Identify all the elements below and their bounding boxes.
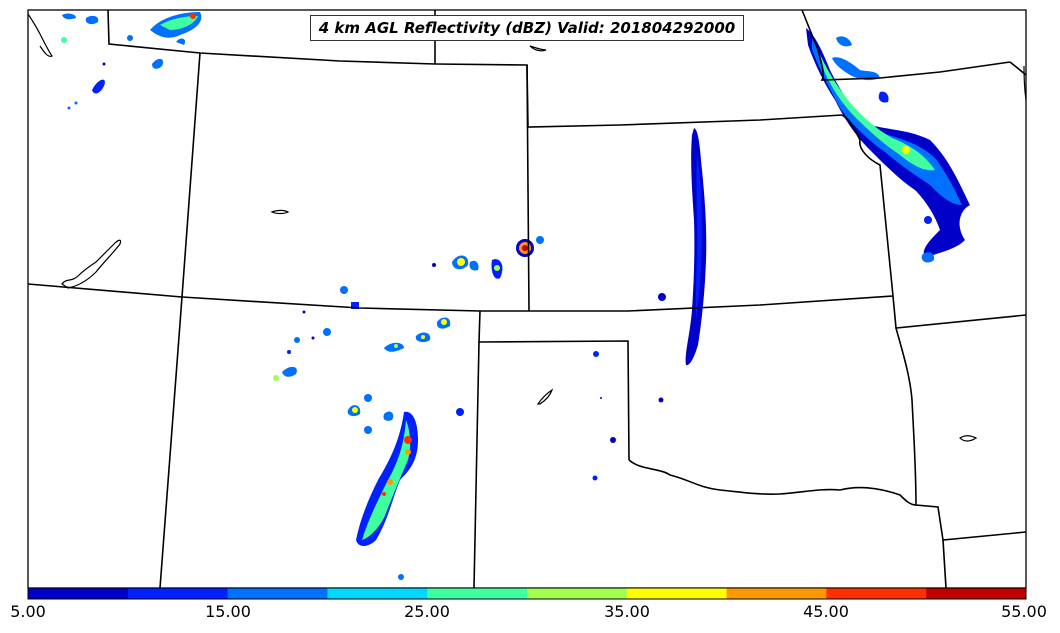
colorbar-tick-label: 55.00 xyxy=(1001,602,1047,621)
colorbar-segment xyxy=(127,588,229,599)
state-boundaries xyxy=(28,10,1026,588)
colorbar-tick-label: 15.00 xyxy=(205,602,251,621)
colorbar-segment xyxy=(427,588,528,599)
colorbar-segment xyxy=(527,588,628,599)
colorbar-segment xyxy=(626,588,728,599)
colorbar-segment xyxy=(327,588,428,599)
colorbar-tick-label: 35.00 xyxy=(604,602,650,621)
colorbar-tick-label: 5.00 xyxy=(10,602,46,621)
colorbar-segment xyxy=(826,588,927,599)
colorbar-segment xyxy=(28,588,129,599)
lake-outlines xyxy=(28,13,1026,442)
colorbar-tick-label: 45.00 xyxy=(803,602,849,621)
map-title: 4 km AGL Reflectivity (dBZ) Valid: 20180… xyxy=(310,15,744,41)
colorbar-segment xyxy=(726,588,827,599)
map-content xyxy=(28,10,1026,588)
colorbar-segment xyxy=(227,588,328,599)
colorbar-segment xyxy=(926,588,1027,599)
colorbar-frame xyxy=(27,587,1027,600)
colorbar xyxy=(28,588,1027,599)
radar-echoes xyxy=(61,12,970,580)
colorbar-tick-label: 25.00 xyxy=(404,602,450,621)
